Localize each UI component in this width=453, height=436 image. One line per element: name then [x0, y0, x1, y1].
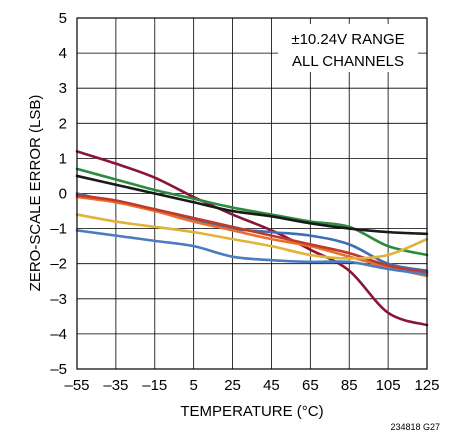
y-tick-label: 1 [59, 150, 67, 167]
y-tick-label: 4 [59, 45, 67, 62]
x-tick-label: –55 [64, 377, 89, 394]
series-line-2 [75, 167, 429, 257]
y-tick-label: –2 [50, 256, 67, 273]
series-line-3 [75, 174, 429, 236]
x-tick-label: 65 [302, 377, 319, 394]
y-tick-label: 0 [59, 186, 67, 203]
x-tick-label: –15 [142, 377, 167, 394]
x-tick-label: 85 [341, 377, 358, 394]
y-tick-label: 5 [59, 10, 67, 27]
series-line-8 [75, 229, 429, 276]
x-tick-label: 25 [224, 377, 241, 394]
x-tick-label: 105 [376, 377, 401, 394]
plot-frame [76, 17, 428, 370]
y-tick-label: –1 [50, 221, 67, 238]
x-axis-label: TEMPERATURE (°C) [180, 403, 323, 420]
y-tick-label: –4 [50, 326, 67, 343]
x-tick-label: 125 [414, 377, 439, 394]
tick-labels: –55 –35 –15 5 25 45 65 85 105 125 5 4 3 2 1 0 –1 –2 –3 –4 –5 [50, 10, 439, 394]
annotation-channels: ALL CHANNELS [292, 53, 404, 70]
annotation-range: ±10.24V RANGE [291, 31, 404, 48]
figure-id: 234818 G27 [390, 422, 440, 432]
y-tick-label: –5 [50, 361, 67, 378]
y-axis-label: ZERO-SCALE ERROR (LSB) [27, 95, 44, 292]
x-tick-label: 45 [263, 377, 280, 394]
y-tick-label: 3 [59, 80, 67, 97]
series-line-1 [75, 150, 429, 327]
y-tick-label: 2 [59, 115, 67, 132]
annotation-background [278, 24, 418, 72]
series-line-6 [75, 193, 429, 274]
x-tick-label: 5 [189, 377, 197, 394]
series-line-7 [75, 213, 429, 260]
series-line-5 [75, 195, 429, 278]
y-tick-label: –3 [50, 291, 67, 308]
series-group [75, 150, 429, 327]
x-tick-label: –35 [103, 377, 128, 394]
